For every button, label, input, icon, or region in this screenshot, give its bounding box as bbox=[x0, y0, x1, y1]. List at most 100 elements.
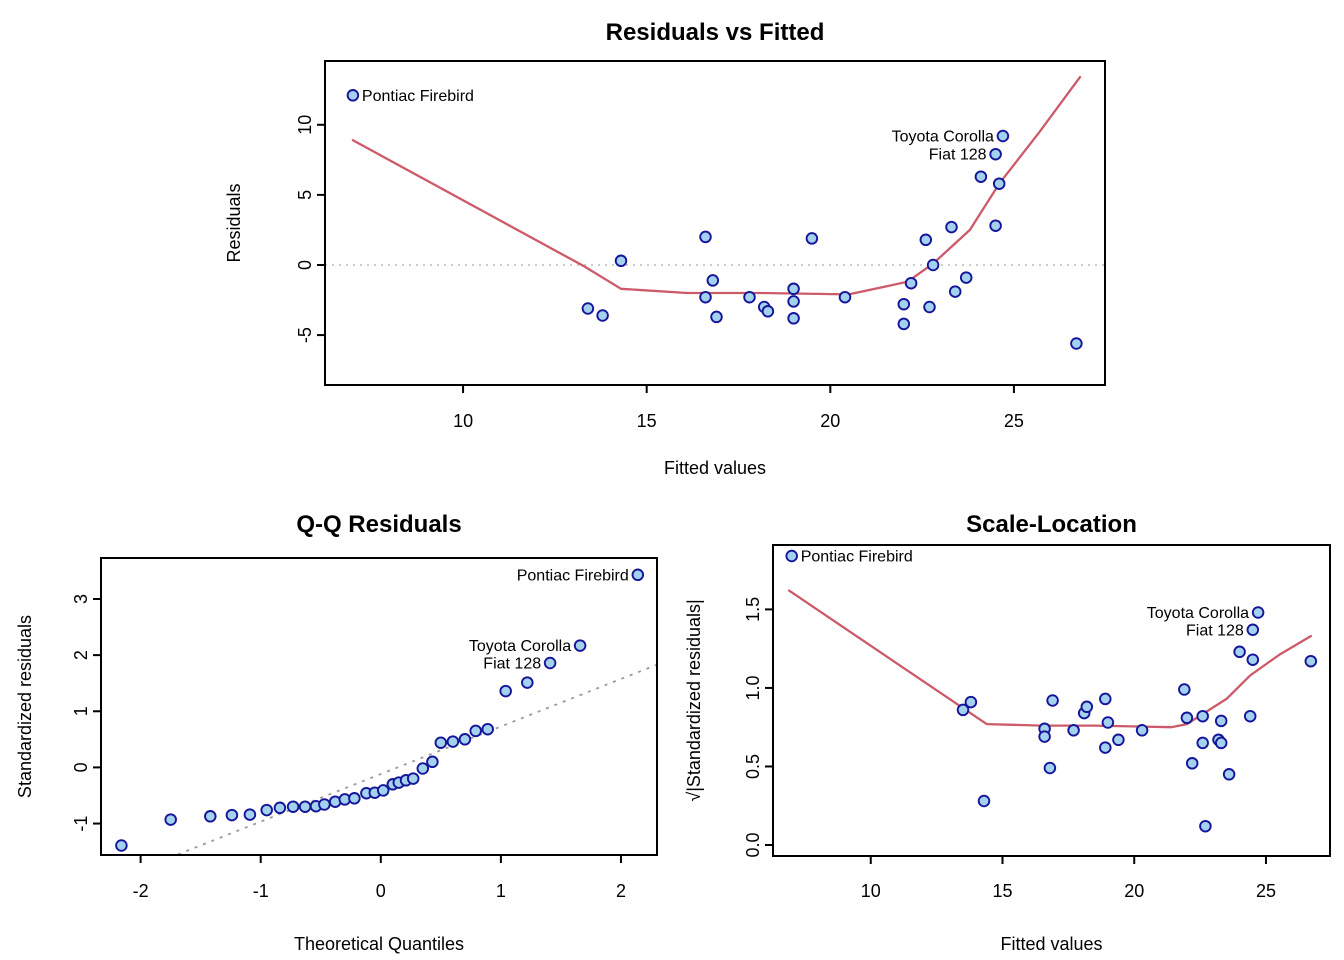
panel-title: Scale-Location bbox=[966, 511, 1137, 538]
data-point bbox=[426, 755, 439, 769]
data-point bbox=[992, 177, 1006, 190]
y-tick-label: 1 bbox=[71, 706, 91, 716]
data-point bbox=[989, 147, 1002, 161]
x-axis-label: Fitted values bbox=[1000, 934, 1102, 954]
point-label: Fiat 128 bbox=[483, 655, 541, 672]
point-label: Fiat 128 bbox=[1186, 622, 1244, 639]
data-point bbox=[286, 800, 300, 813]
data-point bbox=[1246, 623, 1260, 637]
data-point bbox=[948, 285, 962, 298]
y-tick-label: -1 bbox=[71, 816, 91, 832]
panel-scale-location: 10 15 20 25 0.0 0.5 1.0 1.5 Scale-Location Fitted… bbox=[684, 511, 1331, 954]
data-point bbox=[434, 736, 448, 749]
data-point bbox=[318, 798, 331, 811]
data-point bbox=[1043, 761, 1057, 775]
data-point bbox=[838, 290, 852, 304]
data-point bbox=[787, 312, 800, 325]
data-point bbox=[1038, 730, 1051, 743]
data-point bbox=[761, 305, 775, 318]
data-point bbox=[1246, 653, 1260, 666]
data-point bbox=[260, 803, 273, 817]
data-point bbox=[785, 549, 798, 563]
data-point bbox=[1251, 606, 1265, 619]
x-tick-label: 10 bbox=[861, 881, 881, 901]
data-point bbox=[1304, 654, 1318, 668]
x-tick-label: -2 bbox=[133, 881, 149, 901]
data-point bbox=[1196, 709, 1209, 723]
x-tick-label: -1 bbox=[253, 881, 269, 901]
x-axis-label: Theoretical Quantiles bbox=[294, 934, 464, 954]
data-point bbox=[964, 695, 978, 709]
data-point bbox=[1196, 736, 1209, 750]
plot-box bbox=[772, 544, 1331, 857]
data-point bbox=[573, 639, 587, 652]
y-axis-label: Standardized residuals bbox=[15, 615, 35, 798]
data-point bbox=[926, 258, 940, 272]
smoother-line bbox=[787, 589, 1312, 729]
point-label: Pontiac Firebird bbox=[801, 548, 913, 565]
data-point bbox=[1222, 768, 1236, 781]
data-point bbox=[710, 310, 723, 324]
data-point bbox=[204, 810, 217, 823]
data-point bbox=[458, 733, 472, 746]
data-point bbox=[631, 568, 645, 582]
y-tick-label: 0.0 bbox=[743, 832, 763, 857]
data-point bbox=[1135, 724, 1149, 737]
data-point bbox=[376, 784, 390, 797]
data-point bbox=[1099, 692, 1112, 706]
data-point bbox=[521, 676, 534, 689]
data-point bbox=[1099, 741, 1112, 754]
data-point bbox=[298, 800, 312, 813]
data-point bbox=[243, 808, 257, 821]
data-point bbox=[805, 232, 819, 245]
data-point bbox=[699, 290, 712, 304]
data-point bbox=[416, 762, 430, 775]
data-point bbox=[706, 274, 720, 287]
data-point bbox=[904, 276, 918, 290]
x-tick-label: 10 bbox=[453, 411, 473, 431]
data-point bbox=[446, 735, 460, 748]
y-tick-label: 10 bbox=[295, 115, 315, 135]
data-point bbox=[1185, 757, 1199, 770]
data-point bbox=[945, 220, 958, 234]
data-point bbox=[1199, 819, 1212, 833]
point-label: Toyota Corolla bbox=[469, 638, 571, 655]
data-point bbox=[596, 309, 609, 322]
x-tick-label: 25 bbox=[1004, 411, 1024, 431]
smoother-line bbox=[351, 75, 1082, 296]
data-point bbox=[1233, 645, 1246, 659]
y-axis-label: √|Standardized residuals| bbox=[684, 599, 704, 801]
panel-residuals-vs-fitted: 10 15 20 25 -5 0 5 10 Residuals vs Fitted Fitted … bbox=[224, 19, 1106, 478]
y-tick-label: 0 bbox=[71, 762, 91, 772]
data-point bbox=[614, 254, 628, 268]
data-point bbox=[1046, 694, 1059, 707]
data-point bbox=[1214, 714, 1228, 728]
x-tick-label: 0 bbox=[376, 881, 386, 901]
data-point bbox=[699, 230, 712, 244]
x-tick-label: 2 bbox=[616, 881, 626, 901]
data-point bbox=[115, 839, 128, 852]
data-point bbox=[1112, 733, 1125, 747]
y-tick-label: 5 bbox=[295, 190, 315, 200]
x-tick-label: 25 bbox=[1256, 881, 1276, 901]
data-point bbox=[956, 703, 970, 717]
data-point bbox=[923, 300, 936, 314]
point-label: Pontiac Firebird bbox=[517, 567, 629, 584]
data-point bbox=[499, 684, 512, 698]
data-point bbox=[1067, 724, 1080, 737]
data-point bbox=[989, 219, 1002, 232]
x-tick-label: 15 bbox=[637, 411, 657, 431]
y-axis-label: Residuals bbox=[224, 183, 244, 262]
data-point bbox=[164, 813, 177, 826]
data-point bbox=[225, 808, 239, 822]
qq-reference-line bbox=[177, 663, 658, 856]
data-point bbox=[469, 724, 482, 738]
y-tick-label: -5 bbox=[295, 327, 315, 343]
x-tick-label: 20 bbox=[820, 411, 840, 431]
data-point bbox=[273, 801, 287, 815]
plot-box bbox=[100, 557, 658, 856]
data-point bbox=[543, 656, 557, 670]
data-point bbox=[996, 129, 1010, 143]
